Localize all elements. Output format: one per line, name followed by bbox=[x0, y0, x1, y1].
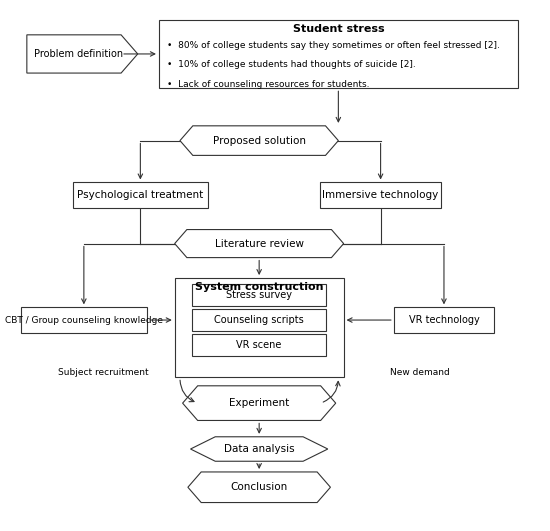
Text: Subject recruitment: Subject recruitment bbox=[58, 368, 148, 377]
Text: Psychological treatment: Psychological treatment bbox=[77, 190, 204, 200]
FancyBboxPatch shape bbox=[73, 183, 208, 208]
FancyBboxPatch shape bbox=[394, 307, 494, 333]
Text: Stress survey: Stress survey bbox=[226, 290, 292, 300]
FancyBboxPatch shape bbox=[320, 183, 441, 208]
Text: Counseling scripts: Counseling scripts bbox=[214, 315, 304, 325]
Text: Experiment: Experiment bbox=[229, 398, 289, 408]
Polygon shape bbox=[180, 126, 338, 156]
Text: CBT / Group counseling knowledge: CBT / Group counseling knowledge bbox=[5, 315, 163, 324]
Polygon shape bbox=[190, 437, 328, 461]
Text: Student stress: Student stress bbox=[293, 24, 384, 33]
FancyBboxPatch shape bbox=[192, 335, 327, 356]
Text: Problem definition: Problem definition bbox=[34, 49, 123, 59]
FancyBboxPatch shape bbox=[20, 307, 147, 333]
Text: •  Lack of counseling resources for students.: • Lack of counseling resources for stude… bbox=[167, 80, 369, 89]
Text: •  80% of college students say they sometimes or often feel stressed [2].: • 80% of college students say they somet… bbox=[167, 41, 499, 50]
Text: New demand: New demand bbox=[390, 368, 450, 377]
Text: Literature review: Literature review bbox=[214, 238, 304, 249]
FancyBboxPatch shape bbox=[159, 20, 518, 88]
Text: Immersive technology: Immersive technology bbox=[322, 190, 439, 200]
Text: •  10% of college students had thoughts of suicide [2].: • 10% of college students had thoughts o… bbox=[167, 61, 415, 70]
Text: VR scene: VR scene bbox=[236, 340, 282, 350]
Polygon shape bbox=[183, 386, 336, 421]
Text: System construction: System construction bbox=[195, 282, 323, 292]
FancyBboxPatch shape bbox=[192, 310, 327, 331]
FancyBboxPatch shape bbox=[192, 285, 327, 306]
Polygon shape bbox=[27, 35, 138, 73]
Text: Proposed solution: Proposed solution bbox=[213, 135, 306, 145]
FancyBboxPatch shape bbox=[175, 278, 344, 378]
Text: Data analysis: Data analysis bbox=[224, 444, 294, 454]
Text: Conclusion: Conclusion bbox=[230, 482, 288, 492]
Polygon shape bbox=[175, 229, 344, 258]
Polygon shape bbox=[188, 472, 331, 502]
Text: VR technology: VR technology bbox=[409, 315, 480, 325]
